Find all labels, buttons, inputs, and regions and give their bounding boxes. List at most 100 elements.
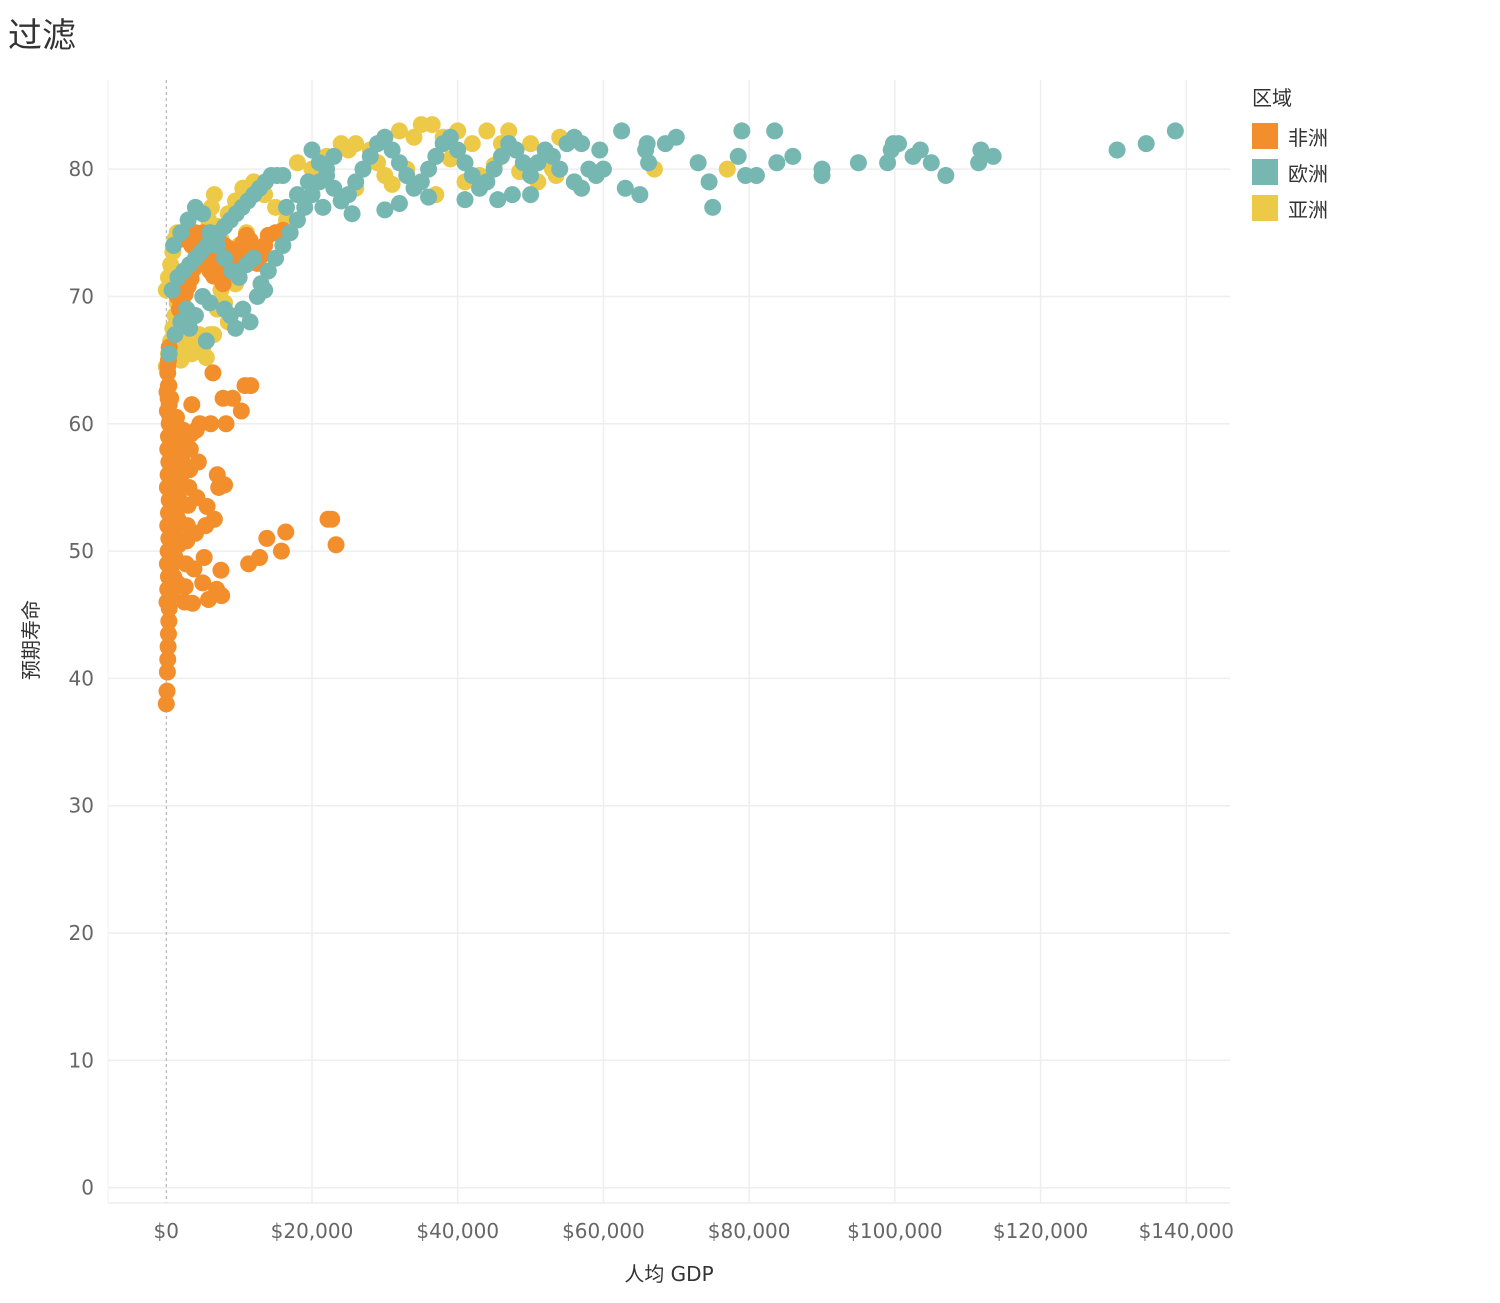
data-point (159, 625, 177, 643)
data-point (181, 440, 199, 458)
data-point (551, 160, 569, 178)
data-point (205, 186, 223, 204)
data-point (208, 237, 226, 255)
data-point (181, 319, 199, 337)
data-point (747, 166, 765, 184)
data-point (383, 141, 401, 159)
data-point (376, 201, 394, 219)
data-point (503, 186, 521, 204)
legend-item-africa[interactable]: 非洲 (1252, 118, 1492, 154)
data-point (185, 560, 203, 578)
data-point (733, 122, 751, 140)
data-point (172, 224, 190, 242)
legend-item-asia[interactable]: 亚洲 (1252, 190, 1492, 226)
data-point (162, 434, 180, 452)
data-point (361, 147, 379, 165)
data-points (157, 116, 1184, 713)
data-point (485, 160, 503, 178)
legend-swatch-africa (1252, 123, 1278, 149)
data-point (573, 179, 591, 197)
data-point (230, 268, 248, 286)
data-point (700, 173, 718, 191)
data-point (427, 147, 445, 165)
data-point (183, 396, 201, 414)
data-point (323, 510, 341, 528)
data-point (314, 198, 332, 216)
data-point (405, 128, 423, 146)
data-point (489, 191, 507, 209)
legend-title: 区域 (1252, 86, 1292, 110)
data-point (252, 275, 270, 293)
data-point (522, 166, 540, 184)
data-point (288, 186, 306, 204)
data-point (638, 135, 656, 153)
data-point (216, 476, 234, 494)
data-point (318, 166, 336, 184)
data-point (217, 415, 235, 433)
data-point (176, 578, 194, 596)
data-point (157, 695, 175, 713)
data-point (201, 294, 219, 312)
data-point (281, 224, 299, 242)
data-point (205, 510, 223, 528)
data-point (277, 523, 295, 541)
x-tick-label: $120,000 (993, 1219, 1088, 1243)
data-point (500, 122, 518, 140)
x-tick-label: $100,000 (847, 1219, 942, 1243)
y-tick-label: 10 (69, 1048, 94, 1072)
data-point (325, 179, 343, 197)
data-point (194, 205, 212, 223)
data-point (456, 191, 474, 209)
data-point (1166, 122, 1184, 140)
x-tick-label: $80,000 (708, 1219, 791, 1243)
data-point (492, 147, 510, 165)
data-point (212, 561, 230, 579)
x-tick-label: $40,000 (416, 1219, 499, 1243)
data-point (456, 154, 474, 172)
data-point (159, 638, 177, 656)
data-point (288, 154, 306, 172)
data-point (423, 116, 441, 134)
data-point (272, 542, 290, 560)
data-point (241, 313, 259, 331)
data-point (165, 510, 183, 528)
data-point (296, 198, 314, 216)
y-tick-label: 80 (69, 157, 94, 181)
legend-item-europe[interactable]: 欧洲 (1252, 154, 1492, 190)
data-point (162, 453, 180, 471)
data-point (768, 154, 786, 172)
data-point (274, 237, 292, 255)
data-point (166, 326, 184, 344)
data-point (478, 122, 496, 140)
data-point (354, 160, 372, 178)
data-point (201, 224, 219, 242)
data-point (376, 128, 394, 146)
data-point (1108, 141, 1126, 159)
data-point (184, 594, 202, 612)
data-point (339, 141, 357, 159)
data-point (224, 389, 242, 407)
data-point (412, 173, 430, 191)
data-point (529, 154, 547, 172)
data-point (160, 612, 178, 630)
data-point (573, 135, 591, 153)
data-point (507, 141, 525, 159)
data-point (186, 307, 204, 325)
data-point (441, 128, 459, 146)
legend: 区域 非洲 欧洲 亚洲 (1252, 84, 1492, 226)
data-point (216, 249, 234, 267)
data-point (667, 128, 685, 146)
data-point (463, 166, 481, 184)
y-axis-title: 预期寿命 (19, 600, 43, 680)
data-point (198, 498, 216, 516)
data-point (327, 536, 345, 554)
y-tick-label: 40 (69, 666, 94, 690)
data-point (159, 650, 177, 668)
data-point (616, 179, 634, 197)
data-point (970, 154, 988, 172)
data-point (449, 141, 467, 159)
data-point (245, 249, 263, 267)
data-point (195, 548, 213, 566)
y-tick-label: 70 (69, 284, 94, 308)
